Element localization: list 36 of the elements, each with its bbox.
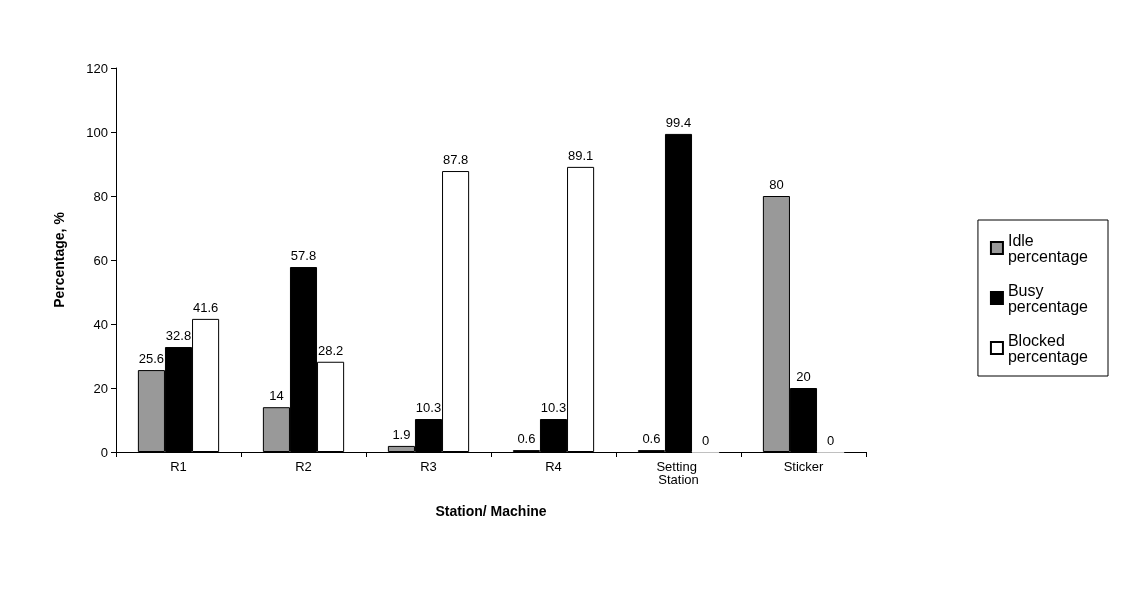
data-label: 20 [796,369,811,384]
y-tick-label: 100 [86,124,108,140]
x-axis-title: Station/ Machine [435,503,547,519]
x-tick-label: R4 [545,459,562,474]
x-tick-label: Setting Station [656,459,701,487]
x-tick-label: Sticker [783,459,825,474]
data-label: 0 [826,432,835,448]
y-tick-label: 80 [93,188,108,204]
data-label: 57.8 [290,248,317,264]
legend-label: Busy percentage [1007,281,1089,315]
y-tick-label: 60 [93,252,108,268]
legend-label: Blocked percentage [1007,331,1089,365]
data-label: 0.6 [642,431,661,447]
data-label: 1.9 [392,426,411,442]
y-tick-label: 20 [93,380,108,396]
data-label: 41.6 [192,299,219,315]
legend-label: Idle percentage [1007,231,1089,265]
data-label: 89.1 [567,147,594,163]
y-tick-label: 0 [100,444,108,460]
data-label: 25.6 [138,351,165,367]
data-label: 99.4 [665,114,692,130]
data-label: 0 [701,432,710,448]
data-label: 87.8 [442,152,469,168]
y-axis-title: Percentage, % [51,211,67,308]
data-label: 0.6 [517,431,536,447]
data-label: 80 [769,177,784,192]
data-label: 14 [269,388,284,404]
data-label: 28.2 [317,342,344,358]
data-label: 10.3 [540,400,567,416]
y-tick-label: 40 [93,316,108,332]
data-label: 32.8 [165,328,192,344]
y-tick-label: 120 [86,60,108,76]
data-label: 10.3 [415,400,442,416]
x-tick-label: R3 [420,459,437,474]
x-tick-label: R2 [295,459,312,474]
x-tick-label: R1 [170,459,187,474]
